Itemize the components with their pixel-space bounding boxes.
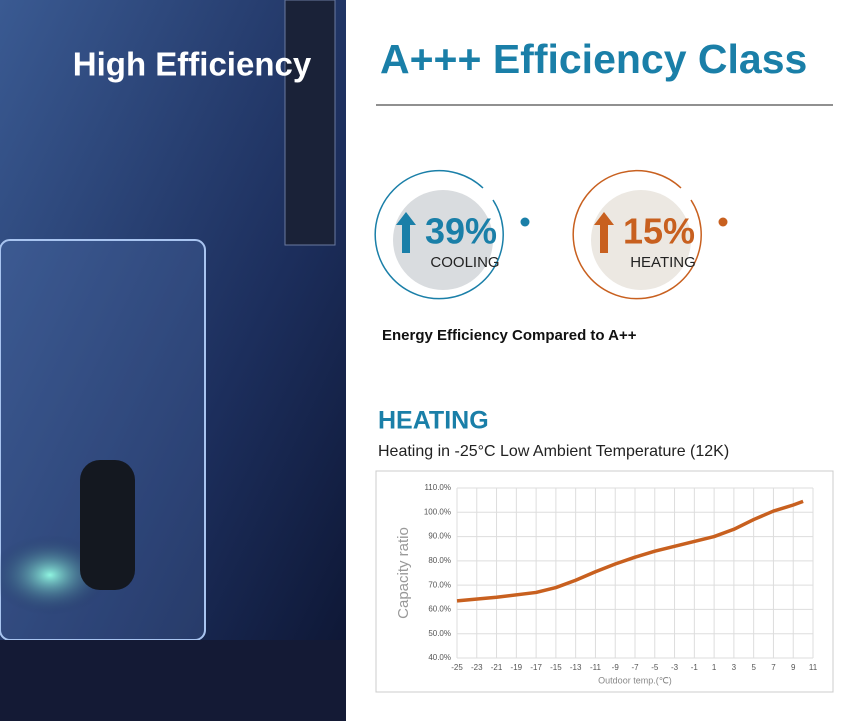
x-tick-label: -15 xyxy=(550,663,562,672)
x-tick-label: -23 xyxy=(471,663,483,672)
data-line xyxy=(456,499,804,603)
chart-frame xyxy=(375,470,834,693)
x-tick-label: -13 xyxy=(570,663,582,672)
y-tick-label: 100.0% xyxy=(424,507,451,516)
x-tick-label: -3 xyxy=(671,663,679,672)
x-tick-label: 3 xyxy=(732,663,737,672)
x-axis-label: Outdoor temp.(℃) xyxy=(598,675,672,685)
section-subtitle: Heating in -25°C Low Ambient Temperature… xyxy=(378,443,729,460)
x-tick-label: -9 xyxy=(612,663,620,672)
badge-dot xyxy=(520,217,530,227)
caption: Energy Efficiency Compared to A++ xyxy=(382,327,637,344)
badge-ring xyxy=(374,169,504,300)
y-tick-label: 60.0% xyxy=(428,605,451,614)
badge-arrow xyxy=(594,212,614,253)
x-tick-label: 5 xyxy=(751,663,756,672)
x-tick-label: -25 xyxy=(451,663,463,672)
window xyxy=(284,0,336,246)
badge-label: COOLING xyxy=(430,254,499,271)
x-tick-label: 1 xyxy=(712,663,717,672)
page-title: A+++ Efficiency Class xyxy=(380,36,807,82)
y-tick-label: 90.0% xyxy=(428,532,451,541)
x-tick-label: -17 xyxy=(530,663,542,672)
left-title: High Efficiency xyxy=(73,46,312,83)
x-tick-label: 7 xyxy=(771,663,776,672)
badge-value: 39% xyxy=(425,211,497,252)
badge-disc xyxy=(393,190,493,290)
x-tick-label: -21 xyxy=(491,663,503,672)
badges: 39% COOLING 15% HEATING xyxy=(374,169,728,300)
floor xyxy=(0,640,346,721)
y-tick-label: 80.0% xyxy=(428,556,451,565)
x-tick-label: 9 xyxy=(791,663,796,672)
x-tick-label: -11 xyxy=(590,663,602,672)
badge-value: 15% xyxy=(623,211,695,252)
y-tick-label: 40.0% xyxy=(428,653,451,662)
badge-label: HEATING xyxy=(630,254,696,271)
y-tick-label: 70.0% xyxy=(428,580,451,589)
compressor xyxy=(80,460,135,590)
y-tick-label: 110.0% xyxy=(424,483,451,492)
x-tick-label: -19 xyxy=(511,663,523,672)
badge-disc xyxy=(591,190,691,290)
badge-dot xyxy=(718,217,728,227)
y-axis-label: Capacity ratio xyxy=(395,527,412,619)
x-tick-label: 11 xyxy=(809,663,818,672)
x-tick-label: -7 xyxy=(631,663,639,672)
y-tick-label: 50.0% xyxy=(428,629,451,638)
x-tick-label: -1 xyxy=(691,663,699,672)
chart: 40.0% 50.0% 60.0% 70.0% 80.0% 90.0% 100.0% 110.… xyxy=(395,483,818,685)
badge-arrow xyxy=(396,212,416,253)
badge-ring xyxy=(572,169,702,300)
x-tick-label: -5 xyxy=(651,663,659,672)
section-title: HEATING xyxy=(378,407,489,435)
